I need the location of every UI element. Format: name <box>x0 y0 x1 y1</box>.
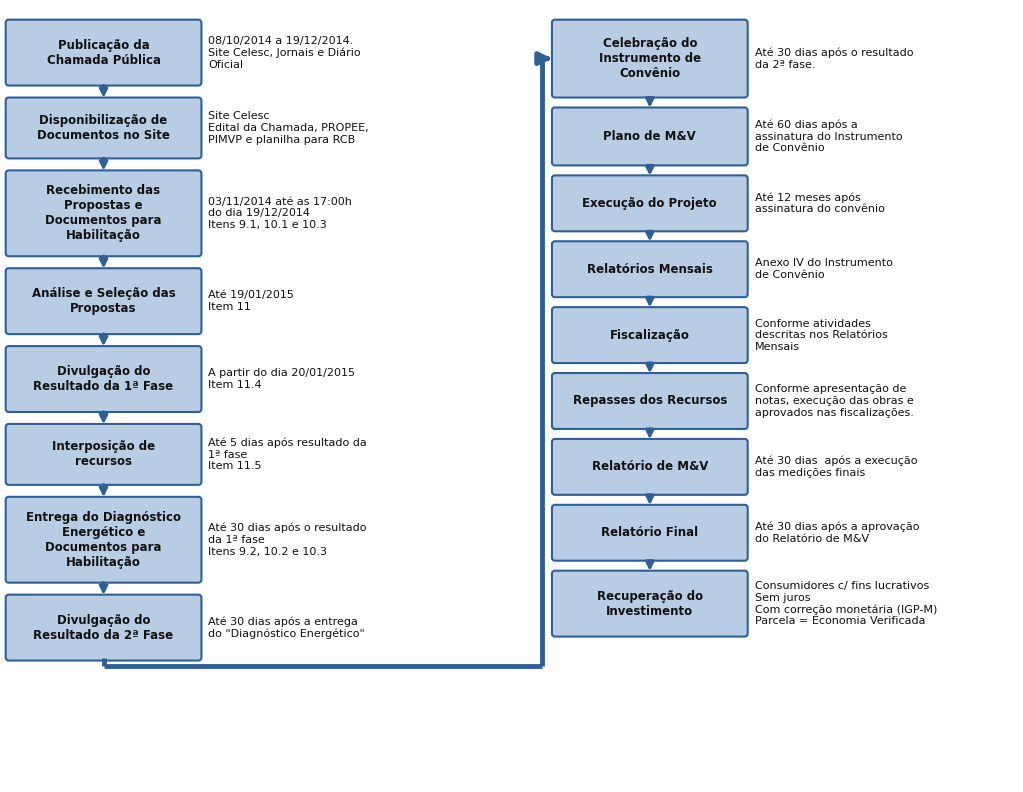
Text: 08/10/2014 a 19/12/2014.
Site Celesc, Jornais e Diário
Oficial: 08/10/2014 a 19/12/2014. Site Celesc, Jo… <box>209 36 361 70</box>
Text: Plano de M&V: Plano de M&V <box>604 130 697 143</box>
Text: Análise e Seleção das
Propostas: Análise e Seleção das Propostas <box>32 287 175 315</box>
FancyBboxPatch shape <box>552 373 748 429</box>
FancyBboxPatch shape <box>6 424 202 485</box>
FancyBboxPatch shape <box>6 20 202 86</box>
FancyBboxPatch shape <box>6 497 202 583</box>
Text: Até 30 dias após o resultado
da 1ª fase
Itens 9.2, 10.2 e 10.3: Até 30 dias após o resultado da 1ª fase … <box>209 523 367 557</box>
Text: Conforme apresentação de
notas, execução das obras e
aprovados nas fiscalizações: Conforme apresentação de notas, execução… <box>755 384 914 417</box>
Text: Até 5 dias após resultado da
1ª fase
Item 11.5: Até 5 dias após resultado da 1ª fase Ite… <box>209 437 367 471</box>
Text: Fiscalização: Fiscalização <box>610 329 690 341</box>
Text: Até 60 dias após a
assinatura do Instrumento
de Convênio: Até 60 dias após a assinatura do Instrum… <box>755 120 902 154</box>
Text: Disponibilização de
Documentos no Site: Disponibilização de Documentos no Site <box>37 114 170 142</box>
Text: Relatórios Mensais: Relatórios Mensais <box>587 263 713 276</box>
FancyBboxPatch shape <box>6 268 202 334</box>
Text: Divulgação do
Resultado da 2ª Fase: Divulgação do Resultado da 2ª Fase <box>34 614 174 642</box>
Text: Até 19/01/2015
Item 11: Até 19/01/2015 Item 11 <box>209 291 295 312</box>
FancyBboxPatch shape <box>6 595 202 661</box>
Text: Consumidores c/ fins lucrativos
Sem juros
Com correção monetária (IGP-M)
Parcela: Consumidores c/ fins lucrativos Sem juro… <box>755 581 937 626</box>
Text: Até 30 dias  após a execução
das medições finais: Até 30 dias após a execução das medições… <box>755 456 918 478</box>
Text: Relatório de M&V: Relatório de M&V <box>591 460 708 474</box>
Text: Anexo IV do Instrumento
de Convênio: Anexo IV do Instrumento de Convênio <box>755 258 892 280</box>
FancyBboxPatch shape <box>6 97 202 158</box>
Text: Divulgação do
Resultado da 1ª Fase: Divulgação do Resultado da 1ª Fase <box>34 365 174 393</box>
Text: Celebração do
Instrumento de
Convênio: Celebração do Instrumento de Convênio <box>598 37 701 80</box>
FancyBboxPatch shape <box>552 20 748 97</box>
FancyBboxPatch shape <box>552 571 748 637</box>
Text: Publicação da
Chamada Pública: Publicação da Chamada Pública <box>47 39 161 67</box>
Text: Site Celesc
Edital da Chamada, PROPEE,
PIMVP e planilha para RCB: Site Celesc Edital da Chamada, PROPEE, P… <box>209 112 369 145</box>
FancyBboxPatch shape <box>552 175 748 231</box>
Text: Até 30 dias após a entrega
do "Diagnóstico Energético": Até 30 dias após a entrega do "Diagnósti… <box>209 616 365 639</box>
Text: Até 30 dias após a aprovação
do Relatório de M&V: Até 30 dias após a aprovação do Relatóri… <box>755 522 920 544</box>
Text: 03/11/2014 até as 17:00h
do dia 19/12/2014
Itens 9.1, 10.1 e 10.3: 03/11/2014 até as 17:00h do dia 19/12/20… <box>209 196 352 230</box>
FancyBboxPatch shape <box>552 505 748 561</box>
Text: A partir do dia 20/01/2015
Item 11.4: A partir do dia 20/01/2015 Item 11.4 <box>209 368 355 390</box>
Text: Recebimento das
Propostas e
Documentos para
Habilitação: Recebimento das Propostas e Documentos p… <box>45 185 162 242</box>
Text: Recuperação do
Investimento: Recuperação do Investimento <box>596 589 703 618</box>
Text: Execução do Projeto: Execução do Projeto <box>582 197 717 210</box>
FancyBboxPatch shape <box>552 307 748 363</box>
FancyBboxPatch shape <box>6 170 202 257</box>
Text: Interposição de
recursos: Interposição de recursos <box>52 440 155 468</box>
Text: Repasses dos Recursos: Repasses dos Recursos <box>573 394 727 408</box>
FancyBboxPatch shape <box>552 108 748 166</box>
Text: Conforme atividades
descritas nos Relatórios
Mensais: Conforme atividades descritas nos Relató… <box>755 318 887 352</box>
FancyBboxPatch shape <box>552 242 748 297</box>
FancyBboxPatch shape <box>6 346 202 412</box>
Text: Entrega do Diagnóstico
Energético e
Documentos para
Habilitação: Entrega do Diagnóstico Energético e Docu… <box>26 511 181 569</box>
FancyBboxPatch shape <box>552 439 748 495</box>
Text: Até 30 dias após o resultado
da 2ª fase.: Até 30 dias após o resultado da 2ª fase. <box>755 48 914 70</box>
Text: Até 12 meses após
assinatura do convênio: Até 12 meses após assinatura do convênio <box>755 192 885 215</box>
Text: Relatório Final: Relatório Final <box>602 526 699 539</box>
